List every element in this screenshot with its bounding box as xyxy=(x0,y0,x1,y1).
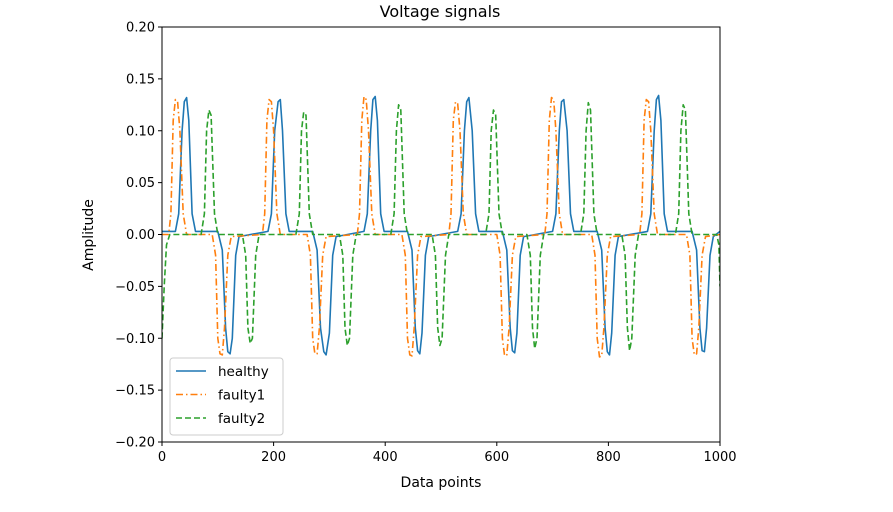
x-axis: 0 200 400 600 800 1000 xyxy=(158,442,737,465)
y-tick-label: −0.05 xyxy=(115,280,155,295)
y-axis-label: Amplitude xyxy=(81,199,97,271)
legend: healthy faulty1 faulty2 xyxy=(169,357,284,436)
y-tick-label: −0.15 xyxy=(115,384,155,399)
x-tick-label: 400 xyxy=(373,450,398,465)
x-tick-label: 1000 xyxy=(703,450,736,465)
y-tick-label: 0.00 xyxy=(126,228,155,243)
y-tick-label: 0.05 xyxy=(126,176,155,191)
x-tick-label: 800 xyxy=(596,450,621,465)
legend-label-healthy: healthy xyxy=(218,364,269,380)
x-axis-label: Data points xyxy=(401,475,482,491)
y-tick-label: 0.15 xyxy=(126,72,155,87)
y-tick-label: 0.20 xyxy=(126,21,155,36)
series-layer xyxy=(162,94,720,358)
y-tick-label: 0.10 xyxy=(126,124,155,139)
chart-title: Voltage signals xyxy=(380,2,501,21)
legend-label-faulty2: faulty2 xyxy=(218,411,265,427)
x-tick-label: 200 xyxy=(261,450,286,465)
y-tick-label: −0.10 xyxy=(115,332,155,347)
legend-box xyxy=(169,357,284,436)
y-tick-label: −0.20 xyxy=(115,436,155,451)
y-axis: −0.20 −0.15 −0.10 −0.05 0.00 0.05 0.10 0.15 0.20 xyxy=(115,21,162,451)
x-tick-label: 600 xyxy=(484,450,509,465)
legend-label-faulty1: faulty1 xyxy=(218,388,265,404)
x-tick-label: 0 xyxy=(158,450,166,465)
series-line-faulty2 xyxy=(162,101,720,352)
